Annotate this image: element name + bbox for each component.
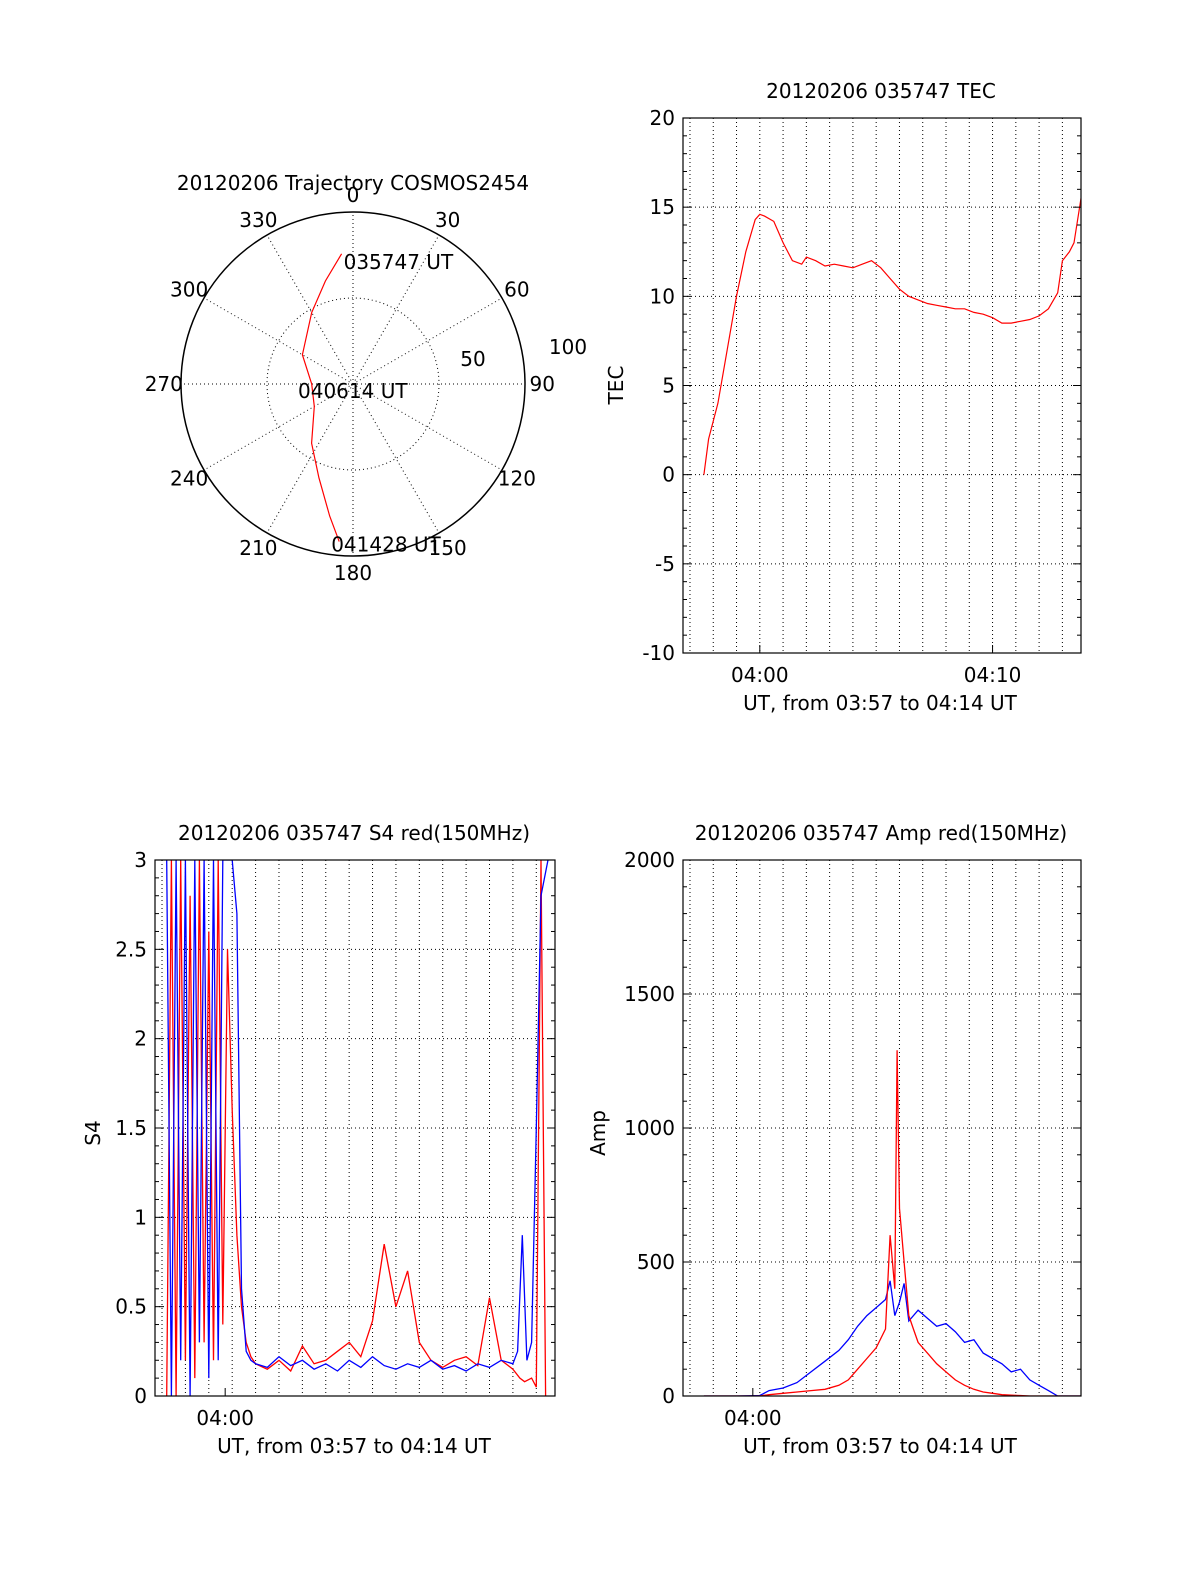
tec-title: 20120206 035747 TEC bbox=[766, 79, 996, 103]
polar-spoke bbox=[266, 383, 354, 534]
polar-angle-label: 90 bbox=[529, 372, 554, 396]
x-tick-label: 04:00 bbox=[724, 1406, 782, 1430]
trajectory-time-annotation: 040614 UT bbox=[298, 379, 408, 403]
y-tick-label: 2000 bbox=[624, 848, 675, 872]
y-tick-label: 5 bbox=[662, 374, 675, 398]
s4-series bbox=[166, 860, 549, 1396]
tec-ticks: -10 -5 0 5 10 15 20 04:00 04:10 bbox=[642, 106, 1081, 687]
y-tick-label: 1000 bbox=[624, 1116, 675, 1140]
polar-spoke bbox=[203, 383, 354, 471]
trajectory-line bbox=[301, 253, 343, 542]
polar-angle-label: 210 bbox=[239, 536, 277, 560]
amp-series-line bbox=[703, 1050, 1081, 1396]
y-tick-label: 1500 bbox=[624, 982, 675, 1006]
y-tick-label: 10 bbox=[650, 284, 675, 308]
amp-series-line bbox=[703, 1280, 1081, 1396]
y-tick-label: 0.5 bbox=[115, 1295, 147, 1319]
s4-ylabel: S4 bbox=[81, 1120, 105, 1145]
y-tick-label: 1 bbox=[134, 1205, 147, 1229]
amp-series bbox=[703, 1050, 1081, 1396]
tec-xlabel: UT, from 03:57 to 04:14 UT bbox=[743, 691, 1018, 715]
amp-grid bbox=[683, 860, 1081, 1396]
polar-spoke bbox=[266, 234, 354, 385]
y-tick-label: 500 bbox=[637, 1250, 675, 1274]
polar-angle-label: 0 bbox=[347, 183, 360, 207]
polar-radial-label: 50 bbox=[460, 347, 485, 371]
y-tick-label: 20 bbox=[650, 106, 675, 130]
x-tick-label: 04:10 bbox=[964, 663, 1022, 687]
trajectory-time-annotation: 035747 UT bbox=[344, 250, 454, 274]
s4-series-line bbox=[166, 860, 549, 1396]
y-tick-label: 3 bbox=[134, 848, 147, 872]
polar-spoke bbox=[352, 383, 503, 471]
y-tick-label: 1.5 bbox=[115, 1116, 147, 1140]
y-tick-label: 0 bbox=[662, 1384, 675, 1408]
amp-ylabel: Amp bbox=[586, 1110, 610, 1156]
y-tick-label: -5 bbox=[655, 552, 675, 576]
y-tick-label: 0 bbox=[662, 463, 675, 487]
x-tick-label: 04:00 bbox=[196, 1406, 254, 1430]
polar-angle-label: 180 bbox=[334, 561, 372, 585]
polar-grid bbox=[180, 211, 526, 557]
y-tick-label: 2 bbox=[134, 1027, 147, 1051]
polar-title: 20120206 Trajectory COSMOS2454 bbox=[177, 171, 529, 195]
amp-xlabel: UT, from 03:57 to 04:14 UT bbox=[743, 1434, 1018, 1458]
polar-annotations: 035747 UT 040614 UT 041428 UT bbox=[298, 250, 454, 557]
y-tick-label: 2.5 bbox=[115, 937, 147, 961]
polar-spoke bbox=[352, 234, 440, 385]
amp-ticks: 0 500 1000 1500 2000 04:00 bbox=[624, 848, 1081, 1430]
y-tick-label: 15 bbox=[650, 195, 675, 219]
tec-series bbox=[703, 198, 1081, 475]
tec-frame bbox=[682, 117, 1082, 654]
polar-angle-label: 30 bbox=[435, 208, 460, 232]
s4-grid bbox=[155, 860, 555, 1396]
polar-labels: 0 30 60 90 120 150 180 210 240 270 300 330 50 100 bbox=[145, 183, 587, 585]
s4-xlabel: UT, from 03:57 to 04:14 UT bbox=[217, 1434, 492, 1458]
polar-radial-label: 100 bbox=[549, 335, 587, 359]
s4-series-line bbox=[166, 860, 547, 1396]
polar-angle-label: 300 bbox=[170, 277, 208, 301]
amp-title: 20120206 035747 Amp red(150MHz) bbox=[695, 821, 1067, 845]
tec-grid bbox=[683, 118, 1081, 653]
s4-title: 20120206 035747 S4 red(150MHz) bbox=[178, 821, 530, 845]
polar-angle-label: 60 bbox=[504, 277, 529, 301]
polar-spoke bbox=[203, 297, 354, 385]
polar-angle-label: 330 bbox=[239, 208, 277, 232]
s4-plot: 20120206 035747 S4 red(150MHz) 0 0.5 1 1.5 2… bbox=[81, 821, 556, 1458]
polar-trajectory-series bbox=[301, 253, 343, 542]
trajectory-time-annotation: 041428 UT bbox=[331, 533, 441, 557]
polar-outer-ring bbox=[180, 211, 526, 557]
polar-spoke bbox=[352, 383, 440, 534]
polar-angle-label: 150 bbox=[429, 536, 467, 560]
polar-inner-ring bbox=[266, 297, 440, 471]
y-tick-label: -10 bbox=[642, 641, 675, 665]
trajectory-polar-plot: 20120206 Trajectory COSMOS2454 0 30 60 90 12… bbox=[145, 171, 587, 585]
polar-angle-label: 240 bbox=[170, 467, 208, 491]
tec-series-line bbox=[703, 198, 1081, 475]
s4-ticks: 0 0.5 1 1.5 2 2.5 3 04:00 bbox=[115, 848, 555, 1430]
amp-plot: 20120206 035747 Amp red(150MHz) 0 500 1000… bbox=[586, 821, 1082, 1458]
tec-ylabel: TEC bbox=[604, 366, 628, 406]
amp-frame bbox=[682, 859, 1082, 1397]
y-tick-label: 0 bbox=[134, 1384, 147, 1408]
polar-spoke bbox=[352, 297, 503, 385]
polar-angle-label: 270 bbox=[145, 372, 183, 396]
x-tick-label: 04:00 bbox=[731, 663, 789, 687]
polar-angle-label: 120 bbox=[498, 467, 536, 491]
tec-plot: 20120206 035747 TEC -10 -5 0 5 10 15 20 04:00 04… bbox=[604, 79, 1082, 715]
